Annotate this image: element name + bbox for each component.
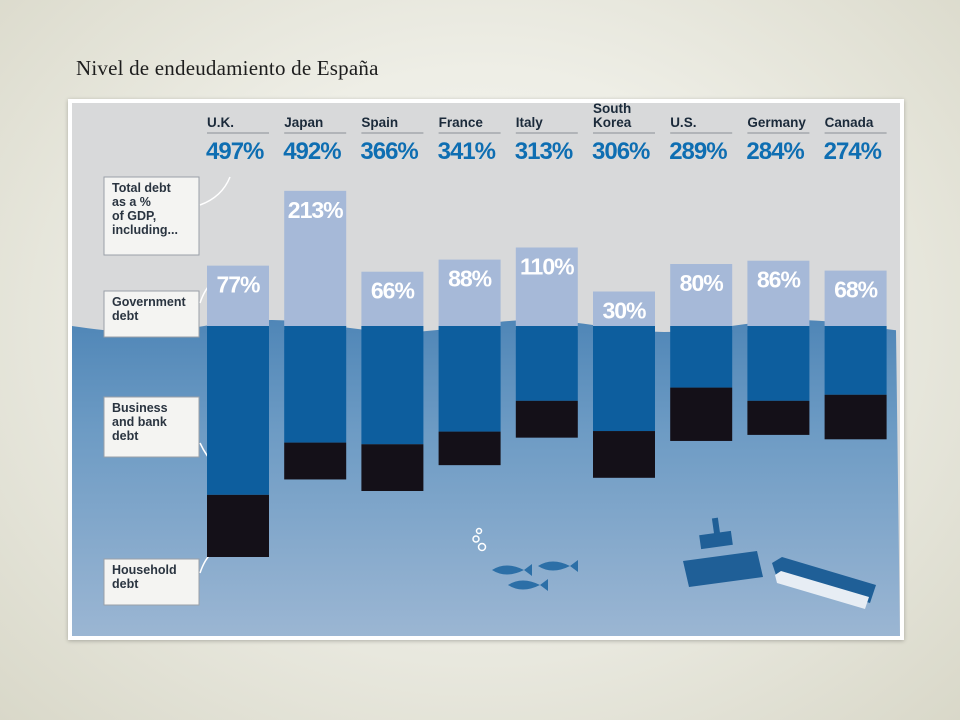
country-column: France 341% 88%	[438, 115, 501, 466]
legend-box	[103, 176, 200, 256]
slide-title: Nivel de endeudamiento de España	[76, 56, 379, 80]
country-label: U.K.	[207, 115, 234, 130]
sunken-ship-icon	[683, 517, 876, 609]
government-debt-label: 80%	[680, 270, 724, 296]
government-debt-bar	[670, 264, 733, 330]
bars: U.K. 497% 77% Japan 492% 213% Spain 366% 66% Fran…	[206, 103, 887, 557]
business-debt-bar	[593, 326, 655, 432]
household-debt-bar	[515, 400, 578, 438]
household-debt-bar	[670, 387, 733, 441]
legend-label: including...	[112, 223, 178, 237]
total-debt-label: 366%	[360, 138, 418, 165]
legend-label: Government	[112, 295, 186, 309]
household-debt-bar	[593, 431, 655, 478]
household-debt-bar	[747, 400, 810, 435]
legend-arrow	[199, 176, 231, 206]
legend-box	[103, 396, 200, 458]
country-label: Spain	[361, 115, 398, 130]
government-debt-label: 213%	[288, 197, 343, 223]
country-column: Spain 366% 66%	[360, 115, 424, 491]
legend-label: debt	[112, 309, 139, 323]
total-debt-label: 313%	[515, 138, 573, 165]
government-debt-label: 66%	[371, 278, 415, 304]
household-debt-bar	[438, 431, 501, 466]
government-debt-label: 30%	[602, 298, 646, 324]
government-debt-bar	[284, 190, 347, 330]
government-debt-bar	[207, 265, 269, 330]
country-column: Italy 313% 110%	[515, 115, 578, 438]
country-label: France	[439, 115, 484, 130]
legend-box	[103, 558, 200, 606]
country-column: Germany 284% 86%	[746, 115, 810, 435]
legend-label: and bank	[112, 415, 167, 429]
legend-label: debt	[112, 577, 139, 591]
business-debt-bar	[284, 326, 347, 443]
government-debt-label: 110%	[520, 254, 574, 280]
business-debt-bar	[824, 326, 887, 395]
country-column: Canada 274% 68%	[824, 115, 887, 440]
total-debt-label: 274%	[824, 138, 882, 165]
legend-label: Business	[112, 401, 168, 415]
government-debt-label: 68%	[834, 277, 878, 303]
business-debt-bar	[207, 326, 269, 495]
government-debt-label: 86%	[757, 267, 801, 293]
country-column: U.K. 497% 77%	[206, 115, 269, 557]
country-label: Germany	[747, 115, 806, 130]
household-debt-bar	[207, 494, 269, 557]
country-label: Japan	[284, 115, 323, 130]
government-debt-label: 88%	[448, 266, 492, 292]
country-label: South	[593, 103, 631, 116]
household-debt-bar	[361, 444, 424, 491]
legend-label: debt	[112, 429, 139, 443]
legend-label: Total debt	[112, 181, 172, 195]
country-column: U.S. 289% 80%	[669, 115, 733, 441]
household-debt-bar	[824, 394, 887, 440]
government-debt-bar	[824, 270, 887, 330]
government-debt-bar	[593, 291, 655, 330]
government-debt-bar	[438, 259, 501, 330]
legend-box	[103, 290, 200, 338]
household-debt-bar	[284, 442, 347, 480]
decorations	[472, 517, 876, 609]
country-label: Korea	[593, 115, 632, 130]
total-debt-label: 341%	[438, 138, 496, 165]
total-debt-label: 306%	[592, 138, 650, 165]
fish-icon	[492, 560, 578, 591]
legend-label: of GDP,	[112, 209, 156, 223]
business-debt-bar	[747, 326, 810, 401]
business-debt-bar	[515, 326, 578, 401]
government-debt-bar	[747, 260, 810, 330]
country-label: Italy	[516, 115, 544, 130]
bubbles-icon	[472, 527, 487, 552]
total-debt-label: 492%	[283, 138, 341, 165]
business-debt-bar	[670, 326, 733, 388]
total-debt-label: 289%	[669, 138, 727, 165]
legend-label: as a %	[112, 195, 151, 209]
country-column: Japan 492% 213%	[283, 115, 347, 480]
government-debt-bar	[361, 271, 424, 330]
total-debt-label: 284%	[746, 138, 804, 165]
government-debt-label: 77%	[216, 272, 260, 298]
government-debt-bar	[515, 247, 578, 330]
legend-label: Household	[112, 563, 177, 577]
business-debt-bar	[361, 326, 424, 445]
country-label: U.S.	[670, 115, 696, 130]
business-debt-bar	[438, 326, 501, 432]
country-label: Canada	[825, 115, 874, 130]
total-debt-label: 497%	[206, 138, 264, 165]
